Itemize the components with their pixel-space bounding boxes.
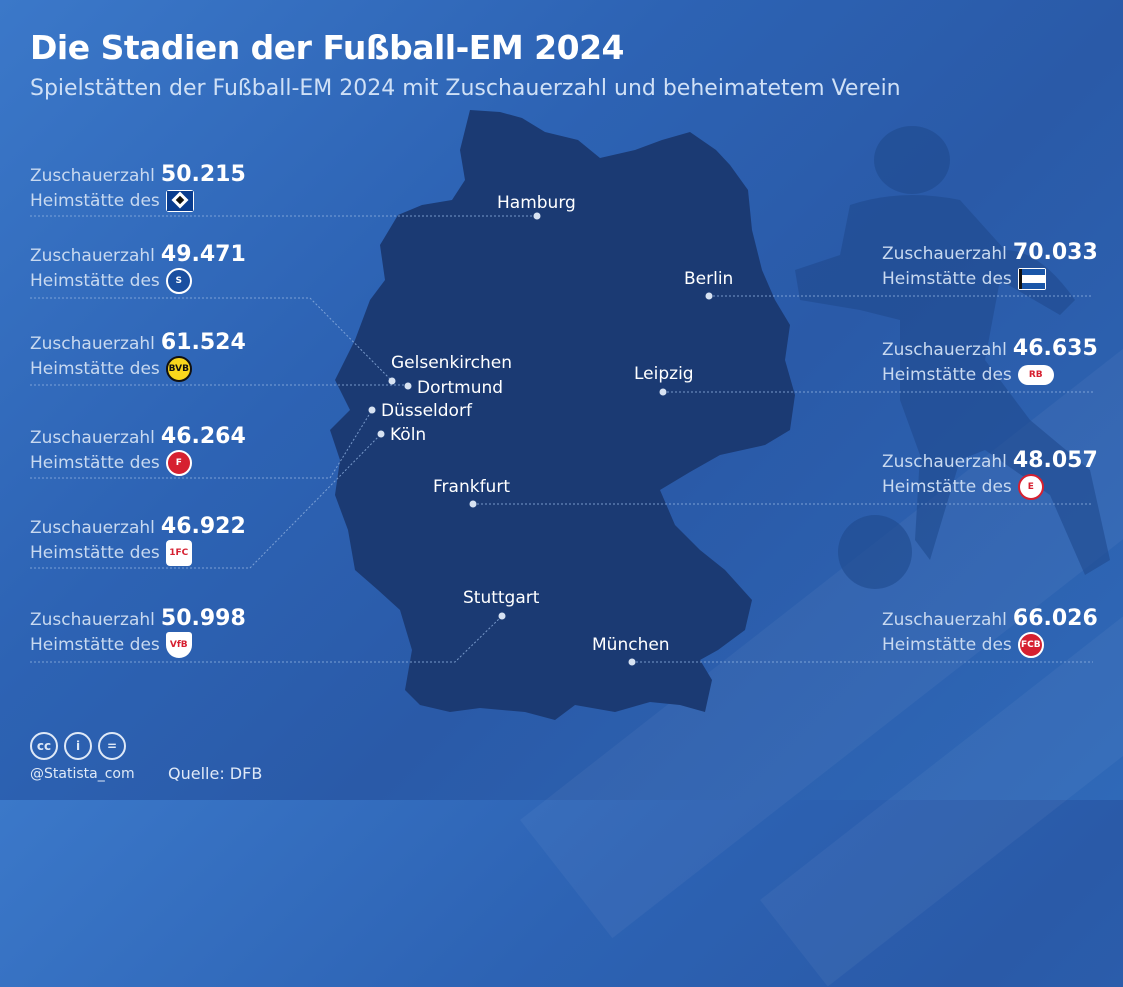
capacity-label: Zuschauerzahl [30,610,155,630]
capacity-value: 66.026 [1012,606,1098,631]
stadium-stat-hamburg: Zuschauerzahl 50.215 Heimstätte des [30,162,270,214]
connector-stuttgart [30,615,503,663]
vfb-crest-icon: VfB [165,632,192,658]
source-label: Quelle: DFB [168,764,263,783]
page-subtitle: Spielstätten der Fußball-EM 2024 mit Zus… [30,76,901,101]
fortuna-crest-icon: F [165,450,192,476]
capacity-value: 48.057 [1012,448,1098,473]
city-label-muenchen: München [592,635,670,655]
koeln-crest-icon: 1FC [165,540,192,566]
city-label-gelsenkirchen: Gelsenkirchen [391,353,512,373]
stadium-stat-koeln: Zuschauerzahl 46.922 Heimstätte des 1FC [30,514,270,566]
home-label: Heimstätte des [30,359,160,379]
home-label: Heimstätte des [30,453,160,473]
dot-frankfurt [469,500,477,508]
capacity-label: Zuschauerzahl [882,610,1007,630]
capacity-label: Zuschauerzahl [30,166,155,186]
bvb-crest-icon: BVB [165,356,192,382]
capacity-value: 50.998 [160,606,246,631]
license-icons: cc i = [30,732,126,760]
city-label-leipzig: Leipzig [634,364,694,384]
home-label: Heimstätte des [30,191,160,211]
home-label: Heimstätte des [30,543,160,563]
dot-koeln [377,430,385,438]
home-label: Heimstätte des [30,635,160,655]
page-title: Die Stadien der Fußball-EM 2024 [30,28,625,67]
eintracht-crest-icon: E [1017,474,1044,500]
city-label-koeln: Köln [390,425,426,445]
stadium-stat-stuttgart: Zuschauerzahl 50.998 Heimstätte des VfB [30,606,270,658]
capacity-label: Zuschauerzahl [882,340,1007,360]
rbl-crest-icon: RB [1017,365,1054,385]
stadium-stat-duesseldorf: Zuschauerzahl 46.264 Heimstätte des F [30,424,270,476]
attribution-icon[interactable]: i [64,732,92,760]
dot-dortmund [404,382,412,390]
stadium-stat-leipzig: Zuschauerzahl 46.635 Heimstätte des RB [882,336,1122,388]
home-label: Heimstätte des [882,269,1012,289]
cc-icon[interactable]: cc [30,732,58,760]
capacity-label: Zuschauerzahl [30,246,155,266]
home-label: Heimstätte des [882,365,1012,385]
statista-handle[interactable]: @Statista_com [30,766,135,782]
connector-lines [30,215,1093,663]
capacity-value: 46.635 [1012,336,1098,361]
city-label-dortmund: Dortmund [417,378,503,398]
connector-gelsenkirchen [30,297,393,382]
hsv-crest-icon [165,190,194,212]
dot-berlin [705,292,713,300]
capacity-label: Zuschauerzahl [882,244,1007,264]
home-label: Heimstätte des [882,477,1012,497]
germany-outline [330,110,795,720]
city-label-stuttgart: Stuttgart [463,588,540,608]
city-label-hamburg: Hamburg [497,193,576,213]
city-label-frankfurt: Frankfurt [433,477,510,497]
stadium-stat-gelsenkirchen: Zuschauerzahl 49.471 Heimstätte des S [30,242,270,294]
city-label-berlin: Berlin [684,269,733,289]
capacity-value: 70.033 [1012,240,1098,265]
capacity-value: 49.471 [160,242,246,267]
dot-gelsenkirchen [388,377,396,385]
capacity-value: 61.524 [160,330,246,355]
stadium-stat-dortmund: Zuschauerzahl 61.524 Heimstätte des BVB [30,330,270,382]
home-label: Heimstätte des [882,635,1012,655]
fcb-crest-icon: FCB [1017,632,1044,658]
dot-duesseldorf [368,406,376,414]
capacity-value: 50.215 [160,162,246,187]
connector-duesseldorf [30,409,373,479]
dot-muenchen [628,658,636,666]
stadium-stat-muenchen: Zuschauerzahl 66.026 Heimstätte des FCB [882,606,1122,658]
germany-map: Hamburg Berlin Gelsenkirchen Dortmund Dü… [30,110,1110,720]
dot-leipzig [659,388,667,396]
stadium-stat-frankfurt: Zuschauerzahl 48.057 Heimstätte des E [882,448,1122,500]
city-label-duesseldorf: Düsseldorf [381,401,473,421]
stadium-stat-berlin: Zuschauerzahl 70.033 Heimstätte des [882,240,1122,292]
capacity-label: Zuschauerzahl [30,334,155,354]
capacity-value: 46.264 [160,424,246,449]
capacity-label: Zuschauerzahl [30,428,155,448]
no-derivatives-icon[interactable]: = [98,732,126,760]
capacity-value: 46.922 [160,514,246,539]
dot-stuttgart [498,612,506,620]
connector-koeln [30,433,382,569]
dot-hamburg [533,212,541,220]
home-label: Heimstätte des [30,271,160,291]
schalke-crest-icon: S [165,268,192,294]
capacity-label: Zuschauerzahl [882,452,1007,472]
capacity-label: Zuschauerzahl [30,518,155,538]
city-dots [368,212,713,666]
hertha-crest-icon [1017,268,1046,290]
